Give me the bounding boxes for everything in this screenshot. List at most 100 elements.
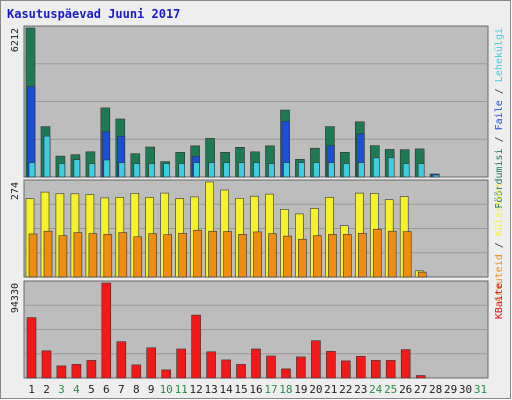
- x-tick-label: 3: [58, 383, 65, 396]
- y-max-label: 6212: [10, 28, 21, 52]
- bar-arvuteid-day-15: [238, 234, 247, 278]
- x-tick-label: 24: [369, 383, 383, 396]
- bar-arvuteid-day-12: [193, 229, 202, 278]
- bar-arvuteid-day-11: [178, 233, 187, 278]
- legend-part: Pöördumisi: [494, 148, 505, 208]
- x-tick-label: 5: [88, 383, 95, 396]
- chart-panels: 6212 Pöördumisi / Faile / Lehekülgi 274 Arv…: [10, 25, 505, 379]
- bar-arvuteid-day-13: [208, 230, 217, 278]
- x-tick-label: 21: [324, 383, 337, 396]
- bar-lehekülgi-day-3: [58, 163, 66, 178]
- bar-kbaite-day-17: [266, 355, 276, 379]
- bar-lehekülgi-day-6: [103, 159, 111, 178]
- series-legend-label: KBaite: [494, 283, 505, 319]
- bar-kbaite-day-22: [340, 360, 351, 379]
- bar-kbaite-day-10: [161, 369, 171, 379]
- bar-lehekülgi-day-17: [268, 163, 275, 178]
- bar-arvuteid-day-2: [43, 230, 53, 278]
- bar-kbaite-day-7: [116, 341, 127, 379]
- x-tick-label: 26: [399, 383, 412, 396]
- bar-arvuteid-day-10: [163, 234, 172, 278]
- legend-part: /: [494, 130, 505, 148]
- bar-arvuteid-day-24: [372, 228, 382, 278]
- bar-lehekülgi-day-28: [432, 174, 440, 178]
- x-tick-label: 6: [103, 383, 110, 396]
- x-tick-label: 4: [73, 383, 80, 396]
- bar-kbaite-day-23: [355, 355, 366, 379]
- x-tick-label: 28: [429, 383, 442, 396]
- y-max-label: 274: [10, 182, 21, 200]
- bar-kbaite-day-21: [326, 350, 336, 379]
- bar-lehekülgi-day-23: [357, 162, 365, 178]
- x-tick-label: 8: [133, 383, 140, 396]
- bar-lehekülgi-day-14: [223, 162, 230, 178]
- bar-kbaite-day-24: [370, 360, 381, 379]
- x-tick-label: 17: [264, 383, 277, 396]
- bar-arvuteid-day-27: [417, 271, 427, 278]
- bar-lehekülgi-day-16: [253, 162, 260, 178]
- bar-kbaite-day-2: [41, 350, 52, 379]
- bar-arvuteid-day-18: [283, 235, 292, 278]
- legend-part: Külastusi: [494, 182, 505, 236]
- bar-lehekülgi-day-2: [43, 135, 51, 178]
- bar-kbaite-day-26: [400, 349, 411, 379]
- bar-arvuteid-day-20: [313, 235, 322, 278]
- x-axis-day-labels: 1 2 3 4 5 6 7 8 9 10 11 12 13 14 15 16 17 18 19 20 21 22 23 24 2…: [28, 383, 487, 396]
- x-tick-label: 7: [118, 383, 125, 396]
- bar-kbaite-day-9: [146, 347, 156, 379]
- bar-lehekülgi-day-5: [88, 163, 96, 178]
- bar-arvuteid-day-25: [387, 230, 397, 278]
- legend-part: Arvuteid: [494, 254, 505, 302]
- bar-arvuteid-day-26: [402, 231, 412, 278]
- bar-kbaite-day-3: [56, 365, 67, 379]
- bar-lehekülgi-day-7: [118, 162, 126, 178]
- legend-part: Lehekülgi: [494, 28, 505, 82]
- x-tick-label: 20: [309, 383, 322, 396]
- legend-part: KBaite: [494, 283, 505, 319]
- bar-kbaite-day-6: [101, 282, 112, 379]
- bar-arvuteid-day-19: [298, 238, 307, 278]
- bar-kbaite-day-16: [251, 348, 261, 379]
- x-tick-label: 25: [384, 383, 397, 396]
- x-tick-label: 16: [249, 383, 262, 396]
- bar-arvuteid-day-3: [58, 235, 68, 278]
- bar-arvuteid-day-22: [342, 234, 352, 278]
- bar-lehekülgi-day-22: [342, 163, 350, 178]
- bar-kbaite-day-4: [71, 364, 82, 379]
- bar-kbaite-day-27: [415, 375, 426, 379]
- bar-lehekülgi-day-9: [148, 163, 155, 178]
- series-legend-label: Pöördumisi / Faile / Lehekülgi: [494, 28, 505, 209]
- bar-arvuteid-day-8: [133, 236, 143, 278]
- bar-lehekülgi-day-21: [328, 162, 335, 178]
- x-tick-label: 19: [294, 383, 307, 396]
- bar-lehekülgi-day-13: [208, 162, 215, 178]
- panel-mid: 274 Arvuteid / Külastusi: [10, 179, 505, 302]
- legend-part: /: [494, 236, 505, 254]
- bar-arvuteid-day-17: [268, 233, 277, 278]
- bar-arvuteid-day-4: [73, 232, 83, 278]
- x-tick-label: 9: [148, 383, 155, 396]
- bar-lehekülgi-day-24: [372, 157, 380, 178]
- bar-lehekülgi-day-11: [178, 163, 185, 178]
- bar-kbaite-day-12: [191, 314, 201, 379]
- bar-lehekülgi-day-12: [193, 162, 200, 178]
- x-tick-label: 22: [339, 383, 352, 396]
- x-tick-label: 29: [444, 383, 457, 396]
- legend-part: Faile: [494, 100, 505, 130]
- bar-arvuteid-day-16: [253, 231, 262, 278]
- bar-arvuteid-day-7: [118, 232, 128, 278]
- series-legend-label: Arvuteid / Külastusi: [494, 182, 505, 302]
- x-tick-label: 15: [234, 383, 247, 396]
- x-tick-label: 2: [43, 383, 50, 396]
- panel-bot: 94330 KBaite: [10, 280, 505, 379]
- bar-lehekülgi-day-4: [73, 159, 81, 178]
- legend-part: /: [494, 82, 505, 100]
- bar-arvuteid-day-6: [103, 234, 113, 278]
- bar-arvuteid-day-9: [148, 233, 157, 278]
- x-tick-label: 23: [354, 383, 367, 396]
- bar-kbaite-day-20: [311, 340, 321, 379]
- bar-kbaite-day-19: [296, 356, 306, 379]
- bar-kbaite-day-13: [206, 351, 216, 379]
- bar-kbaite-day-8: [131, 364, 142, 379]
